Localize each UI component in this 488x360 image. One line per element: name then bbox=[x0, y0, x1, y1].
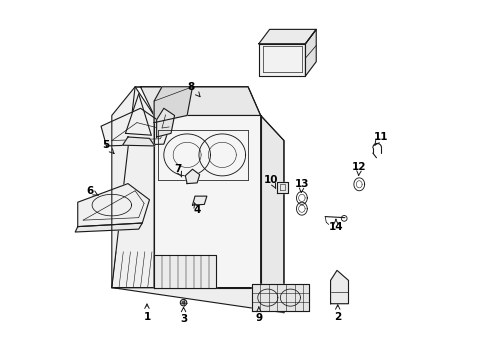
Text: 13: 13 bbox=[294, 179, 308, 193]
Polygon shape bbox=[112, 87, 154, 288]
Text: 4: 4 bbox=[193, 203, 201, 216]
Polygon shape bbox=[258, 30, 316, 44]
Text: 10: 10 bbox=[264, 175, 278, 188]
Text: 3: 3 bbox=[180, 307, 187, 324]
Text: 6: 6 bbox=[86, 186, 98, 196]
Text: 1: 1 bbox=[143, 304, 150, 322]
Text: 12: 12 bbox=[351, 162, 366, 176]
Polygon shape bbox=[277, 182, 287, 193]
Text: 2: 2 bbox=[333, 305, 341, 322]
Polygon shape bbox=[258, 44, 305, 76]
Polygon shape bbox=[140, 87, 260, 116]
Text: 8: 8 bbox=[187, 82, 200, 97]
Circle shape bbox=[182, 301, 184, 304]
Polygon shape bbox=[112, 288, 284, 313]
Text: 11: 11 bbox=[373, 132, 387, 145]
Text: 5: 5 bbox=[102, 140, 114, 153]
Polygon shape bbox=[101, 108, 169, 146]
Polygon shape bbox=[185, 169, 199, 184]
Polygon shape bbox=[75, 223, 142, 232]
Polygon shape bbox=[305, 30, 316, 76]
Polygon shape bbox=[156, 108, 174, 137]
Polygon shape bbox=[330, 270, 348, 304]
Polygon shape bbox=[192, 196, 206, 205]
Polygon shape bbox=[154, 87, 192, 123]
Polygon shape bbox=[78, 184, 149, 226]
Text: 9: 9 bbox=[255, 307, 262, 323]
Polygon shape bbox=[154, 255, 215, 288]
Polygon shape bbox=[260, 116, 284, 313]
Polygon shape bbox=[251, 284, 308, 311]
Polygon shape bbox=[122, 137, 155, 146]
Polygon shape bbox=[154, 116, 260, 288]
Text: 14: 14 bbox=[328, 219, 343, 232]
Text: 7: 7 bbox=[174, 164, 182, 177]
